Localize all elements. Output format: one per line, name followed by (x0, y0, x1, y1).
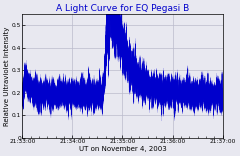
Y-axis label: Relative Ultraviolet Intensity: Relative Ultraviolet Intensity (4, 26, 10, 126)
X-axis label: UT on November 4, 2003: UT on November 4, 2003 (79, 146, 166, 152)
Title: A Light Curve for EQ Pegasi B: A Light Curve for EQ Pegasi B (56, 4, 189, 13)
